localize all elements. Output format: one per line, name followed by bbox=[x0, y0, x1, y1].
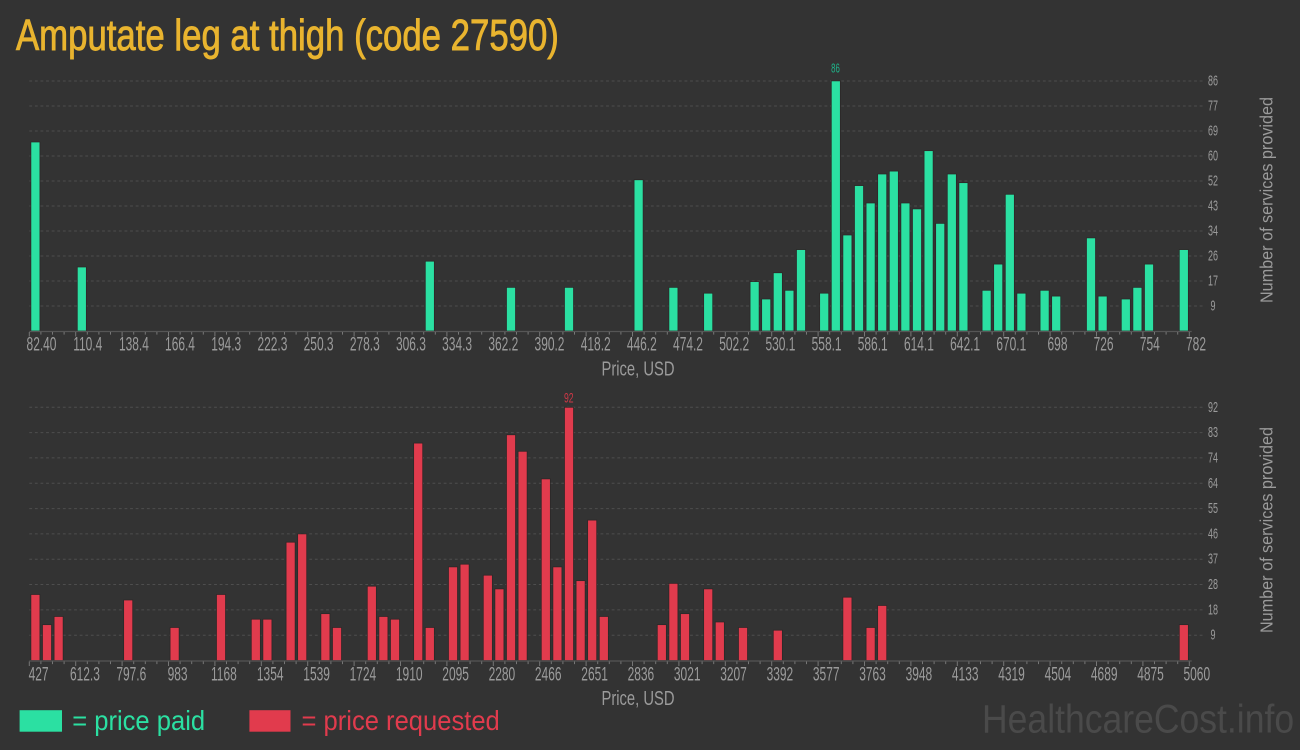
svg-text:3763: 3763 bbox=[859, 665, 886, 685]
svg-text:334.3: 334.3 bbox=[442, 335, 472, 355]
svg-text:92: 92 bbox=[564, 392, 574, 406]
svg-text:60: 60 bbox=[1208, 147, 1218, 164]
svg-text:4504: 4504 bbox=[1045, 665, 1072, 685]
svg-text:362.2: 362.2 bbox=[488, 335, 518, 355]
svg-text:Price, USD: Price, USD bbox=[602, 687, 675, 710]
svg-text:3948: 3948 bbox=[906, 665, 933, 685]
svg-text:= price paid: = price paid bbox=[72, 705, 205, 736]
svg-text:3577: 3577 bbox=[813, 665, 840, 685]
svg-text:55: 55 bbox=[1208, 500, 1218, 517]
svg-text:4875: 4875 bbox=[1137, 665, 1164, 685]
svg-text:726: 726 bbox=[1094, 335, 1114, 355]
svg-text:26: 26 bbox=[1208, 247, 1218, 264]
svg-text:82.40: 82.40 bbox=[27, 335, 57, 355]
svg-text:983: 983 bbox=[168, 665, 188, 685]
svg-text:2651: 2651 bbox=[581, 665, 608, 685]
svg-text:642.1: 642.1 bbox=[950, 335, 980, 355]
svg-text:278.3: 278.3 bbox=[350, 335, 380, 355]
svg-text:3207: 3207 bbox=[720, 665, 747, 685]
svg-text:138.4: 138.4 bbox=[119, 335, 149, 355]
svg-text:1354: 1354 bbox=[257, 665, 284, 685]
svg-text:Number of services provided: Number of services provided bbox=[1257, 97, 1277, 303]
svg-text:110.4: 110.4 bbox=[73, 335, 102, 355]
svg-text:797.6: 797.6 bbox=[116, 665, 146, 685]
svg-text:782: 782 bbox=[1186, 335, 1206, 355]
svg-text:46: 46 bbox=[1208, 525, 1218, 542]
svg-text:698: 698 bbox=[1048, 335, 1068, 355]
svg-text:1168: 1168 bbox=[211, 665, 237, 685]
svg-text:612.3: 612.3 bbox=[70, 665, 100, 685]
svg-text:64: 64 bbox=[1208, 474, 1218, 491]
svg-text:474.2: 474.2 bbox=[673, 335, 703, 355]
svg-text:614.1: 614.1 bbox=[904, 335, 934, 355]
svg-text:754: 754 bbox=[1140, 335, 1160, 355]
svg-text:HealthcareCost.info: HealthcareCost.info bbox=[982, 697, 1294, 741]
svg-text:43: 43 bbox=[1208, 197, 1218, 214]
svg-text:2466: 2466 bbox=[535, 665, 562, 685]
svg-text:17: 17 bbox=[1208, 272, 1218, 289]
svg-text:74: 74 bbox=[1208, 449, 1218, 466]
svg-text:2836: 2836 bbox=[628, 665, 655, 685]
svg-text:86: 86 bbox=[831, 62, 840, 77]
svg-text:306.3: 306.3 bbox=[396, 335, 426, 355]
svg-text:83: 83 bbox=[1208, 424, 1218, 441]
svg-text:86: 86 bbox=[1208, 72, 1218, 89]
svg-text:502.2: 502.2 bbox=[719, 335, 749, 355]
svg-text:390.2: 390.2 bbox=[535, 335, 565, 355]
svg-text:Price, USD: Price, USD bbox=[602, 357, 675, 380]
svg-text:9: 9 bbox=[1210, 297, 1215, 314]
svg-text:1910: 1910 bbox=[396, 665, 423, 685]
svg-text:4133: 4133 bbox=[952, 665, 979, 685]
svg-text:4689: 4689 bbox=[1091, 665, 1118, 685]
svg-text:= price requested: = price requested bbox=[302, 705, 500, 736]
svg-text:2095: 2095 bbox=[442, 665, 469, 685]
svg-text:9: 9 bbox=[1210, 626, 1215, 643]
svg-text:418.2: 418.2 bbox=[581, 335, 611, 355]
svg-text:52: 52 bbox=[1208, 172, 1218, 189]
svg-text:34: 34 bbox=[1208, 222, 1218, 239]
svg-text:2280: 2280 bbox=[489, 665, 516, 685]
svg-text:18: 18 bbox=[1208, 601, 1218, 618]
svg-text:1539: 1539 bbox=[303, 665, 330, 685]
svg-text:77: 77 bbox=[1208, 97, 1218, 114]
svg-text:427: 427 bbox=[29, 665, 49, 685]
svg-text:5060: 5060 bbox=[1184, 665, 1211, 685]
svg-text:194.3: 194.3 bbox=[211, 335, 241, 355]
svg-text:37: 37 bbox=[1208, 550, 1218, 567]
svg-text:Number of services provided: Number of services provided bbox=[1257, 427, 1277, 633]
svg-text:69: 69 bbox=[1208, 122, 1218, 139]
svg-text:670.1: 670.1 bbox=[996, 335, 1026, 355]
svg-text:3021: 3021 bbox=[674, 665, 701, 685]
svg-text:446.2: 446.2 bbox=[627, 335, 657, 355]
svg-text:Amputate leg at thigh (code 27: Amputate leg at thigh (code 27590) bbox=[16, 11, 559, 60]
svg-text:3392: 3392 bbox=[767, 665, 794, 685]
svg-text:222.3: 222.3 bbox=[257, 335, 287, 355]
svg-text:1724: 1724 bbox=[350, 665, 377, 685]
svg-text:4319: 4319 bbox=[998, 665, 1025, 685]
svg-text:28: 28 bbox=[1208, 576, 1218, 593]
svg-text:166.4: 166.4 bbox=[165, 335, 195, 355]
svg-text:558.1: 558.1 bbox=[812, 335, 842, 355]
svg-text:250.3: 250.3 bbox=[304, 335, 334, 355]
svg-text:92: 92 bbox=[1208, 398, 1218, 415]
svg-text:586.1: 586.1 bbox=[858, 335, 888, 355]
svg-text:530.1: 530.1 bbox=[765, 335, 795, 355]
